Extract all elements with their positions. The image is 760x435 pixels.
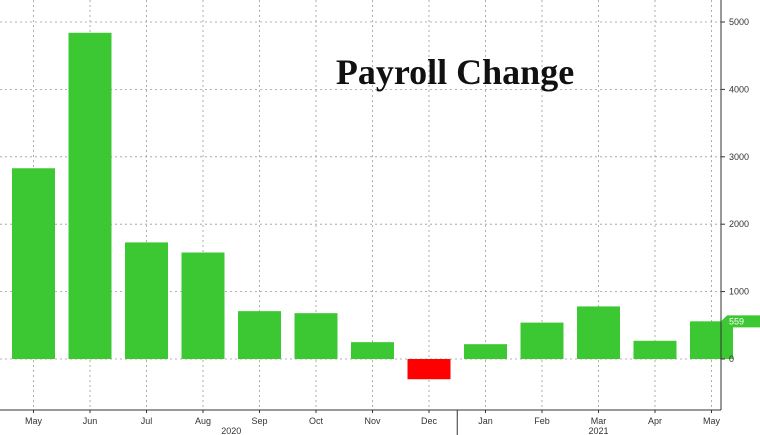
bar-oct-5	[294, 313, 338, 359]
x-tick-label: Sep	[251, 416, 267, 426]
x-tick-label: May	[703, 416, 721, 426]
y-tick-label: 5000	[729, 17, 749, 27]
year-label: 2021	[588, 426, 608, 435]
bar-aug-3	[181, 252, 225, 359]
bars	[12, 32, 733, 380]
last-value-marker: 559	[721, 315, 760, 328]
bar-nov-6	[351, 342, 394, 359]
bar-sep-4	[238, 311, 281, 359]
y-tick-label: 0	[729, 354, 734, 364]
y-tick-label: 1000	[729, 287, 749, 297]
y-tick-labels: 0 1000 2000 3000 4000 5000	[721, 17, 749, 364]
bar-jul-2	[125, 242, 168, 359]
x-tick-label: Dec	[421, 416, 438, 426]
x-tick-label: Nov	[364, 416, 381, 426]
x-tick-label: Jun	[83, 416, 98, 426]
x-tick-label: Feb	[534, 416, 550, 426]
bar-feb-9	[520, 322, 564, 359]
bar-jan-8	[464, 344, 507, 359]
last-value-label: 559	[729, 316, 744, 326]
y-tick-label: 4000	[729, 84, 749, 94]
x-tick-label: Jul	[141, 416, 153, 426]
bar-apr-11	[633, 340, 677, 359]
bar-jun-1	[68, 32, 112, 360]
bar-dec-7	[407, 359, 451, 380]
year-label: 2020	[221, 426, 241, 435]
last-value-badge	[721, 315, 760, 328]
x-tick-labels: May Jun Jul Aug Sep Oct Nov Dec Jan Feb Mar Apr May	[25, 410, 721, 426]
x-tick-label: Oct	[309, 416, 324, 426]
x-tick-label: Aug	[195, 416, 211, 426]
x-tick-label: Jan	[478, 416, 493, 426]
bar-may-12	[690, 321, 733, 359]
y-tick-label: 3000	[729, 152, 749, 162]
bar-may-0	[12, 168, 55, 359]
x-tick-label: Apr	[648, 416, 662, 426]
year-labels: 2020 2021	[221, 410, 609, 435]
bar-mar-10	[577, 306, 620, 359]
x-tick-label: Mar	[591, 416, 607, 426]
chart-title: Payroll Change	[336, 52, 574, 92]
y-tick-label: 2000	[729, 219, 749, 229]
x-tick-label: May	[25, 416, 43, 426]
